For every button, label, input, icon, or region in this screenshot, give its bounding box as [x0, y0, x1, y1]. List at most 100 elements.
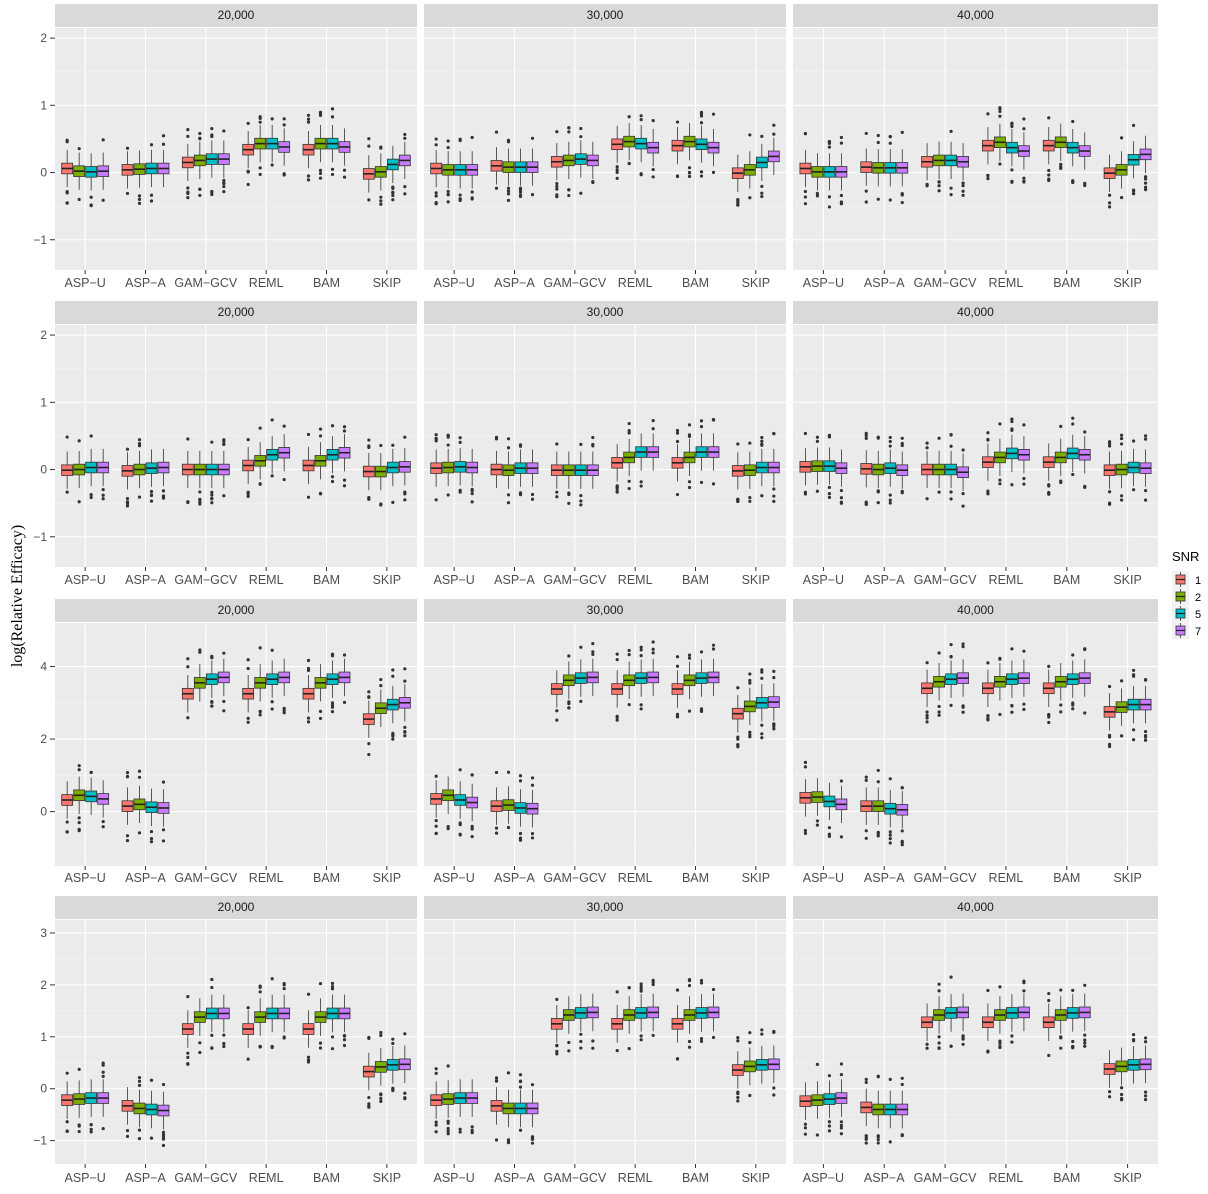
outlier-point [772, 727, 776, 731]
y-tick-label: 3 [40, 926, 47, 940]
box-snr-1 [731, 686, 744, 749]
box-snr-1 [921, 1003, 933, 1050]
outlier-point [949, 433, 953, 437]
outlier-point [198, 187, 202, 191]
outlier-point [1083, 983, 1087, 987]
outlier-point [530, 492, 535, 497]
x-tick-label: GAM−GCV [914, 1171, 978, 1185]
outlier-point [149, 1136, 154, 1140]
outlier-point [530, 832, 535, 836]
outlier-point [711, 1035, 716, 1040]
outlier-point [772, 132, 776, 136]
box-snr-7 [707, 112, 720, 174]
box-snr-2 [374, 677, 387, 727]
outlier-point [379, 1033, 383, 1038]
outlier-point [876, 1074, 880, 1078]
x-tick-label: SKIP [742, 573, 771, 587]
outlier-point [330, 701, 335, 705]
outlier-point [748, 196, 752, 200]
outlier-point [518, 193, 523, 197]
outlier-point [330, 709, 335, 714]
outlier-point [699, 419, 704, 423]
box-snr-7 [278, 658, 291, 715]
outlier-point [699, 1039, 704, 1043]
outlier-point [222, 184, 226, 189]
outlier-point [1143, 735, 1148, 739]
outlier-point [1047, 116, 1051, 120]
outlier-point [186, 437, 190, 441]
outlier-point [827, 495, 832, 499]
outlier-point [1131, 738, 1136, 742]
outlier-point [839, 500, 844, 504]
box-snr-2 [73, 1067, 86, 1134]
box-snr-1 [611, 990, 624, 1053]
box-snr-2 [193, 648, 206, 702]
outlier-point [675, 174, 680, 179]
outlier-point [1047, 168, 1051, 173]
box-snr-1 [302, 992, 315, 1064]
box-snr-7 [526, 449, 539, 501]
box-snr-2 [562, 654, 575, 710]
box-snr-2 [314, 427, 327, 496]
x-tick-label: ASP−A [864, 573, 905, 587]
outlier-point [736, 1099, 740, 1103]
box-snr-5 [386, 1037, 399, 1093]
facet-strip [55, 896, 417, 919]
outlier-point [367, 198, 371, 202]
outlier-point [949, 497, 953, 501]
outlier-point [748, 733, 752, 737]
outlier-point [937, 1046, 941, 1050]
outlier-point [888, 498, 892, 502]
outlier-point [998, 114, 1002, 118]
outlier-point [186, 1051, 190, 1055]
box-snr-2 [502, 1071, 515, 1145]
outlier-point [748, 678, 752, 683]
outlier-point [772, 669, 776, 673]
outlier-point [1022, 127, 1026, 131]
outlier-point [434, 194, 438, 198]
outlier-point [1131, 673, 1136, 677]
outlier-point [591, 1046, 595, 1050]
outlier-point [675, 492, 680, 497]
outlier-point [306, 720, 311, 724]
outlier-point [864, 131, 868, 136]
outlier-point [137, 831, 142, 835]
outlier-point [675, 655, 680, 659]
box-snr-7 [896, 786, 909, 847]
outlier-point [198, 500, 202, 504]
outlier-point [446, 1126, 450, 1131]
outlier-point [101, 493, 105, 497]
box-snr-2 [933, 651, 945, 717]
y-tick-label: −1 [33, 233, 47, 247]
outlier-point [161, 142, 166, 146]
outlier-point [89, 434, 93, 438]
panel-background [793, 623, 1158, 866]
outlier-point [330, 479, 335, 484]
outlier-point [961, 193, 965, 197]
outlier-point [506, 189, 511, 193]
outlier-point [567, 130, 571, 134]
x-tick-label: REML [249, 1171, 284, 1185]
box-snr-1 [860, 775, 873, 840]
box-snr-7 [1078, 132, 1091, 188]
outlier-point [998, 422, 1002, 426]
box-snr-5 [1006, 121, 1018, 184]
box-snr-5 [884, 435, 897, 505]
outlier-point [434, 200, 438, 205]
outlier-point [651, 651, 655, 655]
outlier-point [258, 120, 262, 124]
outlier-point [137, 495, 142, 499]
outlier-point [876, 1138, 880, 1142]
outlier-point [1143, 177, 1148, 181]
outlier-point [699, 981, 704, 985]
outlier-point [306, 174, 311, 178]
x-tick-label: SKIP [373, 573, 402, 587]
box-snr-5 [635, 645, 648, 711]
outlier-point [330, 1035, 335, 1039]
box-snr-1 [242, 1006, 255, 1061]
outlier-point [306, 495, 311, 499]
outlier-point [961, 1042, 965, 1046]
outlier-point [748, 133, 752, 137]
outlier-point [1143, 185, 1148, 189]
outlier-point [149, 199, 154, 203]
